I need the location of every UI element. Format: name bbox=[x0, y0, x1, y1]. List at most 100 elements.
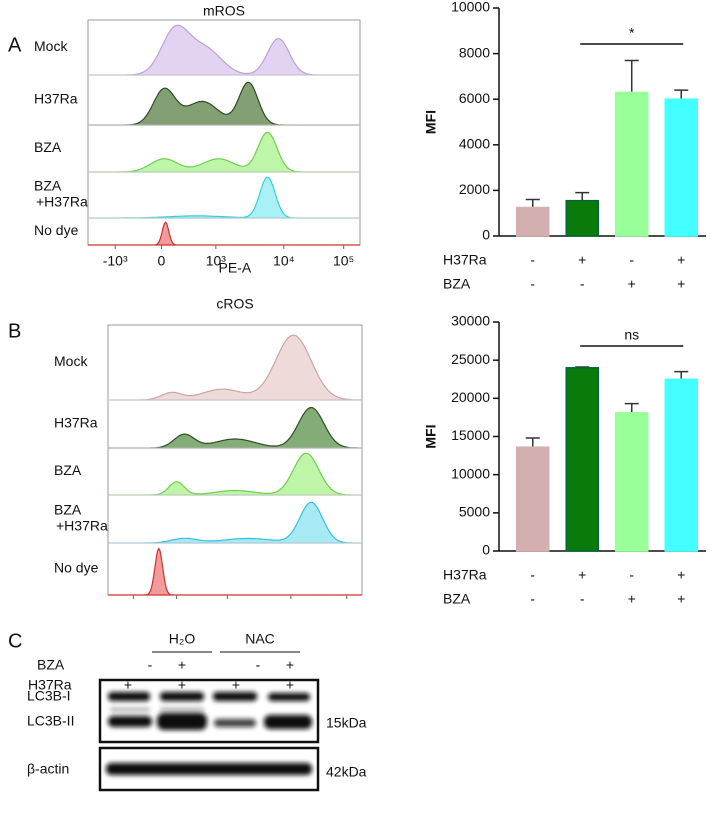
band bbox=[268, 693, 310, 701]
size-label: 42kDa bbox=[326, 764, 367, 780]
bar bbox=[664, 378, 698, 552]
y-tick-label: 6000 bbox=[459, 90, 490, 106]
y-tick-label: 2000 bbox=[459, 181, 490, 197]
error-bar bbox=[525, 437, 540, 448]
histogram bbox=[108, 406, 362, 449]
histogram bbox=[88, 131, 360, 173]
condition-sign: - bbox=[530, 567, 535, 583]
condition-sign: + bbox=[286, 657, 294, 673]
histogram bbox=[108, 547, 362, 596]
band bbox=[160, 708, 204, 711]
y-tick-label: 25000 bbox=[451, 351, 490, 367]
panel-label: B bbox=[8, 320, 21, 342]
size-label: 15kDa bbox=[326, 715, 367, 731]
condition-sign: + bbox=[628, 276, 636, 292]
y-tick-label: 10000 bbox=[451, 465, 490, 481]
condition-sign: - bbox=[530, 591, 535, 607]
row-label: BZA bbox=[54, 462, 82, 478]
y-tick-label: 10000 bbox=[451, 0, 490, 15]
row-label: +H37Ra bbox=[56, 518, 108, 534]
row-label: BZA bbox=[34, 139, 62, 155]
condition-sign: + bbox=[286, 677, 294, 693]
condition-sign: + bbox=[578, 567, 586, 583]
bar bbox=[664, 98, 698, 237]
condition-sign: - bbox=[580, 276, 585, 292]
band bbox=[214, 719, 256, 727]
condition-sign: - bbox=[256, 657, 261, 673]
row-label: No dye bbox=[54, 560, 99, 576]
error-bar bbox=[575, 191, 590, 201]
bar bbox=[565, 367, 599, 552]
condition-name: H37Ra bbox=[28, 677, 72, 693]
histogram bbox=[88, 221, 360, 246]
y-axis-label: MFI bbox=[423, 110, 439, 134]
row-label: BZA bbox=[34, 178, 62, 194]
condition-sign: + bbox=[677, 591, 685, 607]
band-label: LC3B-I bbox=[27, 688, 71, 704]
band bbox=[160, 692, 204, 701]
blot-bands bbox=[106, 692, 312, 775]
bar bbox=[615, 412, 649, 552]
y-tick-label: 8000 bbox=[459, 44, 490, 60]
condition-name: H37Ra bbox=[443, 252, 487, 268]
band bbox=[110, 708, 150, 711]
error-bar bbox=[624, 402, 639, 413]
flow-tick-label: 10³ bbox=[206, 253, 227, 269]
significance-label: * bbox=[629, 25, 635, 41]
condition-sign: - bbox=[530, 252, 535, 268]
group-label: NAC bbox=[245, 631, 275, 647]
error-bar bbox=[674, 370, 689, 380]
flow-tick-label: 10⁴ bbox=[273, 253, 295, 269]
panel-label: C bbox=[8, 630, 22, 652]
flow-box bbox=[87, 19, 361, 246]
condition-sign: - bbox=[629, 252, 634, 268]
y-axis-label: MFI bbox=[423, 424, 439, 448]
flow-axis-label: PE-A bbox=[219, 260, 252, 276]
row-label: H37Ra bbox=[54, 415, 98, 431]
row-label: H37Ra bbox=[34, 91, 78, 107]
condition-sign: + bbox=[677, 567, 685, 583]
condition-sign: + bbox=[178, 677, 186, 693]
condition-sign: + bbox=[178, 657, 186, 673]
histogram bbox=[108, 501, 362, 544]
band bbox=[106, 763, 312, 775]
band-label: β-actin bbox=[27, 761, 69, 777]
error-bar bbox=[674, 89, 689, 100]
bar bbox=[615, 91, 649, 237]
group-label: H₂O bbox=[169, 631, 196, 647]
histogram bbox=[88, 81, 360, 126]
y-tick-label: 15000 bbox=[451, 427, 490, 443]
condition-sign: - bbox=[148, 657, 153, 673]
condition-sign: + bbox=[578, 252, 586, 268]
row-label: BZA bbox=[54, 502, 82, 518]
condition-sign: - bbox=[530, 276, 535, 292]
condition-name: BZA bbox=[443, 591, 471, 607]
flow-tick-label: 0 bbox=[158, 253, 166, 269]
condition-sign: - bbox=[580, 591, 585, 607]
row-label: +H37Ra bbox=[36, 194, 88, 210]
flow-title: cROS bbox=[216, 296, 253, 312]
row-label: Mock bbox=[54, 353, 88, 369]
band bbox=[213, 692, 257, 701]
error-bar bbox=[624, 59, 639, 93]
condition-sign: + bbox=[628, 591, 636, 607]
band-label: LC3B-II bbox=[27, 713, 74, 729]
condition-sign: + bbox=[677, 252, 685, 268]
panel-label: A bbox=[8, 34, 22, 56]
band bbox=[264, 715, 312, 729]
flow-title: mROS bbox=[203, 3, 245, 19]
bar bbox=[565, 199, 599, 237]
flow-tick-label: 10⁵ bbox=[333, 253, 354, 269]
condition-name: H37Ra bbox=[443, 567, 487, 583]
condition-sign: + bbox=[232, 677, 240, 693]
significance-label: ns bbox=[624, 327, 639, 343]
y-tick-label: 0 bbox=[482, 542, 490, 558]
bar bbox=[516, 206, 550, 237]
band bbox=[157, 713, 207, 730]
histogram bbox=[108, 334, 363, 401]
y-tick-label: 30000 bbox=[451, 313, 490, 329]
y-tick-label: 20000 bbox=[451, 389, 490, 405]
row-label: Mock bbox=[34, 38, 68, 54]
row-label: No dye bbox=[34, 222, 79, 238]
